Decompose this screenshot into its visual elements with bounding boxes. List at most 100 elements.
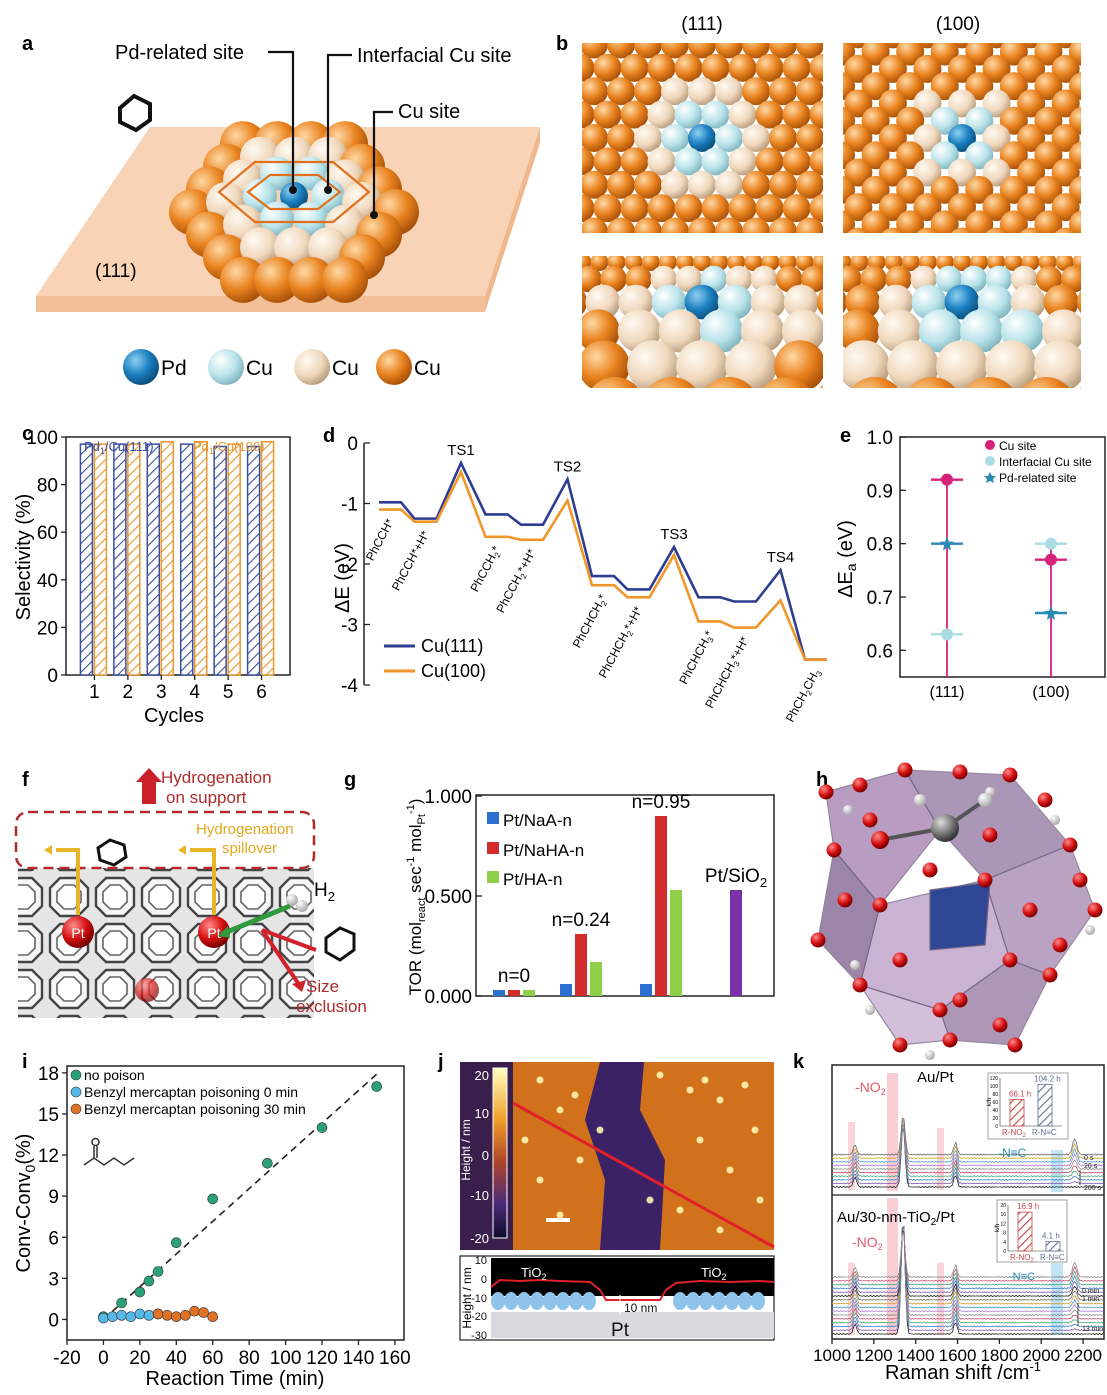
point	[117, 1310, 127, 1320]
atom	[983, 0, 1011, 14]
atom	[702, 147, 730, 175]
atom	[965, 210, 993, 238]
y-tick-label: -4	[341, 676, 358, 697]
tio2-ball	[686, 1292, 700, 1310]
panel-d: d 0-1-2-3-4 PhCCH*PhCCH*+H*TS1PhCCH2*PhC…	[323, 425, 827, 725]
y-tick-label: 1.000	[424, 787, 472, 808]
y-tick-label: 0	[48, 1310, 59, 1331]
atom	[499, 0, 527, 12]
atom	[837, 7, 865, 35]
legend-cu100: Cu(100)	[421, 661, 486, 681]
atom	[756, 147, 784, 175]
particle	[557, 1107, 564, 1114]
panel-h: h	[811, 763, 1103, 1061]
point	[208, 1194, 218, 1204]
panel-g-letter: g	[344, 769, 356, 791]
atom	[454, 309, 497, 352]
atom	[389, 377, 449, 437]
x-tick-label: 80	[239, 1348, 260, 1369]
atom	[1000, 210, 1028, 238]
svg-text:-10: -10	[470, 1188, 489, 1203]
panel-g: g 0.0000.5001.000n=0n=0.24n=0.95Pt/SiO2 …	[344, 769, 774, 1008]
x-tick-label: (100)	[1032, 684, 1069, 701]
particle	[522, 1137, 529, 1144]
inset-tick: 16	[1000, 1212, 1006, 1218]
atom	[607, 77, 635, 105]
atom	[594, 54, 622, 82]
atom	[1034, 210, 1062, 238]
point	[126, 1312, 136, 1322]
point	[180, 1310, 190, 1320]
support-plate-edge	[36, 296, 485, 312]
bar	[730, 890, 742, 996]
tio2-ball	[543, 1292, 557, 1310]
atom	[661, 218, 689, 246]
inset-ylabel: k/h	[995, 1224, 1001, 1232]
svg-text:0: 0	[482, 1148, 489, 1163]
callout-interfacial-cu-site: Interfacial Cu site	[357, 45, 512, 67]
atom	[39, 340, 91, 392]
label-on-support: on support	[166, 788, 247, 807]
atom	[642, 377, 702, 437]
bar	[214, 447, 226, 675]
atom	[540, 7, 568, 35]
panel-f-letter: f	[22, 769, 29, 791]
tio2-ball	[699, 1292, 713, 1310]
atom	[742, 30, 770, 58]
atom	[526, 30, 554, 58]
panel-d-letter: d	[323, 425, 335, 447]
atom	[621, 54, 649, 82]
atom	[330, 309, 373, 352]
point	[208, 1312, 218, 1322]
atom	[688, 77, 716, 105]
label-nc-bottom: -N≡C	[1009, 1271, 1035, 1283]
atom	[218, 377, 278, 437]
atom	[522, 253, 540, 271]
atom	[661, 77, 689, 105]
atom	[810, 194, 838, 222]
atom	[540, 147, 568, 175]
point	[153, 1267, 163, 1277]
atom	[810, 101, 838, 129]
atom	[607, 124, 635, 152]
y-tick-label: 0	[47, 666, 58, 687]
atom	[580, 124, 608, 152]
atom	[1104, 72, 1107, 100]
particle	[742, 1082, 749, 1089]
oxygen-atom	[1003, 953, 1018, 968]
atom	[567, 54, 595, 82]
particle	[717, 1097, 724, 1104]
point	[162, 1310, 172, 1320]
atom	[129, 377, 189, 437]
point	[372, 1082, 382, 1092]
panel-e-marks	[931, 474, 1067, 677]
inset-tick: 20	[992, 1116, 998, 1122]
atom	[594, 194, 622, 222]
atom	[896, 210, 924, 238]
legend-cu-beige: Cu	[332, 357, 359, 380]
atom	[567, 101, 595, 129]
atom	[540, 101, 568, 129]
oxygen-atom	[923, 863, 938, 878]
x-tick-label: 100	[270, 1348, 302, 1369]
atom	[594, 7, 622, 35]
atom	[303, 309, 346, 352]
atom	[207, 309, 250, 352]
col-title-111: (111)	[681, 14, 723, 35]
svg-text:-20: -20	[470, 1231, 489, 1246]
inset-bar	[1038, 1084, 1052, 1126]
legend-cu-orange: Cu	[414, 357, 441, 380]
atom	[783, 147, 811, 175]
atom	[526, 171, 554, 199]
point	[171, 1312, 181, 1322]
point	[199, 1308, 209, 1318]
tio2-ball	[582, 1292, 596, 1310]
bar	[80, 444, 92, 675]
panel-c-ylabel: Selectivity (%)	[13, 494, 35, 621]
atom	[702, 101, 730, 129]
oxygen-atom	[993, 1018, 1008, 1033]
state-label: PhCH2CH3	[783, 666, 825, 725]
y-tick-label: 0.7	[867, 588, 893, 609]
atom	[446, 340, 498, 392]
